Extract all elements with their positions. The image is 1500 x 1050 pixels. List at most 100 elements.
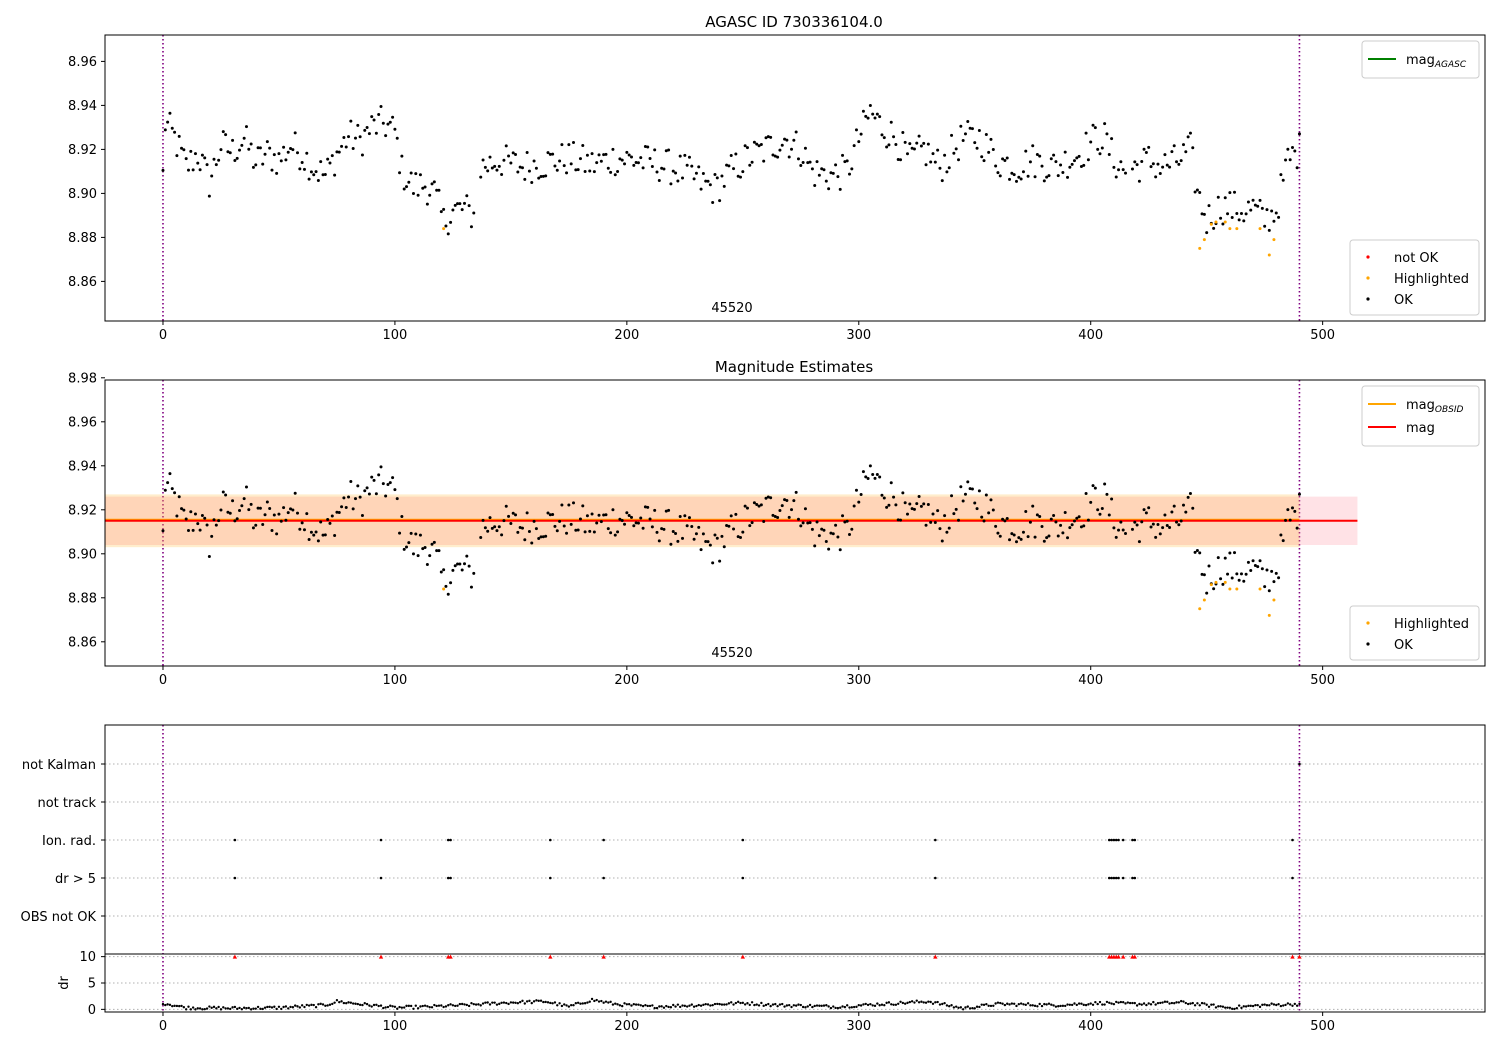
ok-point [1124, 532, 1128, 536]
ok-point [701, 172, 705, 176]
ok-point [254, 523, 258, 527]
dr-point [1047, 1002, 1051, 1005]
ok-point [1001, 157, 1005, 161]
dr-point [305, 1003, 308, 1007]
dr-point [528, 999, 531, 1003]
dr-point [841, 1005, 844, 1008]
dr-point [688, 1004, 691, 1007]
ok-point [363, 128, 367, 132]
ok-point [198, 168, 202, 172]
ok-point [715, 176, 719, 180]
ok-point [873, 116, 877, 120]
ok-point [1177, 162, 1181, 166]
ok-point [822, 168, 826, 172]
legend-point-swatch [1366, 297, 1370, 301]
ok-point [395, 497, 399, 501]
ok-point [657, 539, 661, 543]
ok-point [894, 503, 898, 507]
ok-point [284, 158, 288, 162]
ok-point [780, 504, 784, 508]
dr-point [498, 1002, 501, 1006]
ok-point [481, 518, 485, 522]
dr-point [732, 1003, 735, 1006]
ok-point [836, 175, 840, 179]
dr-point [1145, 1003, 1148, 1007]
ok-point [611, 147, 615, 151]
dr-point [1242, 1005, 1245, 1008]
dr-point [771, 1003, 775, 1006]
dr-point [1012, 1002, 1016, 1005]
ok-point [1284, 158, 1288, 162]
ok-point [381, 482, 385, 486]
ok-point [333, 173, 337, 177]
ok-point [1239, 211, 1243, 215]
dr-point [852, 1005, 856, 1009]
dr-point [242, 1006, 246, 1009]
ok-point [1244, 212, 1248, 216]
ok-point [1079, 164, 1083, 168]
ok-point [852, 504, 856, 508]
ok-point [1142, 147, 1146, 151]
ok-point [569, 162, 573, 166]
ok-point [725, 523, 729, 527]
dr-point [1210, 1003, 1213, 1006]
highlighted-point [1272, 598, 1276, 602]
highlighted-point [1214, 580, 1218, 584]
dr-point [1270, 1002, 1273, 1005]
dr-point [219, 1008, 223, 1011]
ok-point [785, 138, 789, 142]
ok-point [1246, 560, 1250, 564]
ok-point [231, 138, 235, 142]
dr-point [873, 1004, 877, 1008]
dr-point [699, 1004, 703, 1007]
ok-point [1279, 533, 1283, 537]
ok-point [1003, 519, 1007, 523]
ok-point [694, 532, 698, 536]
ok-point [648, 517, 652, 521]
ok-point [233, 158, 237, 162]
ok-point [943, 514, 947, 518]
ok-point [896, 158, 900, 162]
ok-point [349, 119, 353, 123]
dr-point [396, 1007, 399, 1010]
dr-point [607, 1001, 610, 1004]
ok-point [764, 136, 768, 140]
dr-point [282, 1005, 285, 1009]
ok-point [1170, 510, 1174, 514]
dr-point [734, 1001, 738, 1005]
flag-event-point [446, 838, 450, 842]
ok-point [1112, 165, 1116, 169]
ok-point [453, 203, 457, 207]
ok-point [734, 152, 738, 156]
ok-point [977, 128, 981, 132]
ok-point [161, 168, 165, 172]
ok-point [1082, 524, 1086, 528]
ok-point [1272, 219, 1276, 223]
dr-point [602, 1001, 605, 1004]
ok-point [896, 518, 900, 522]
dr-point [430, 1006, 434, 1009]
ok-point [1239, 572, 1243, 576]
ok-point [493, 164, 497, 168]
ok-point [502, 519, 506, 523]
dr-point [440, 1004, 443, 1007]
ok-point [170, 126, 174, 130]
dr-point [813, 1004, 816, 1008]
flag-event-point [934, 838, 937, 842]
dr-point [1282, 1004, 1285, 1007]
ok-point [442, 207, 446, 211]
dr-point [741, 1001, 745, 1005]
ok-point [460, 208, 464, 212]
ok-point [868, 103, 872, 107]
ok-point [1191, 506, 1195, 510]
ok-point [465, 194, 469, 198]
dr-point [623, 1002, 626, 1005]
dr-point [500, 1001, 503, 1004]
ok-point [1098, 152, 1102, 156]
agasc-magnitude-panel: AGASC ID 730336104.0 0 100 200 300 400 5008.8… [68, 13, 1486, 343]
ok-point [323, 172, 327, 176]
ok-point [347, 495, 351, 499]
dr-point [718, 1002, 721, 1006]
dr-point [901, 1001, 905, 1005]
ok-point [599, 520, 603, 524]
